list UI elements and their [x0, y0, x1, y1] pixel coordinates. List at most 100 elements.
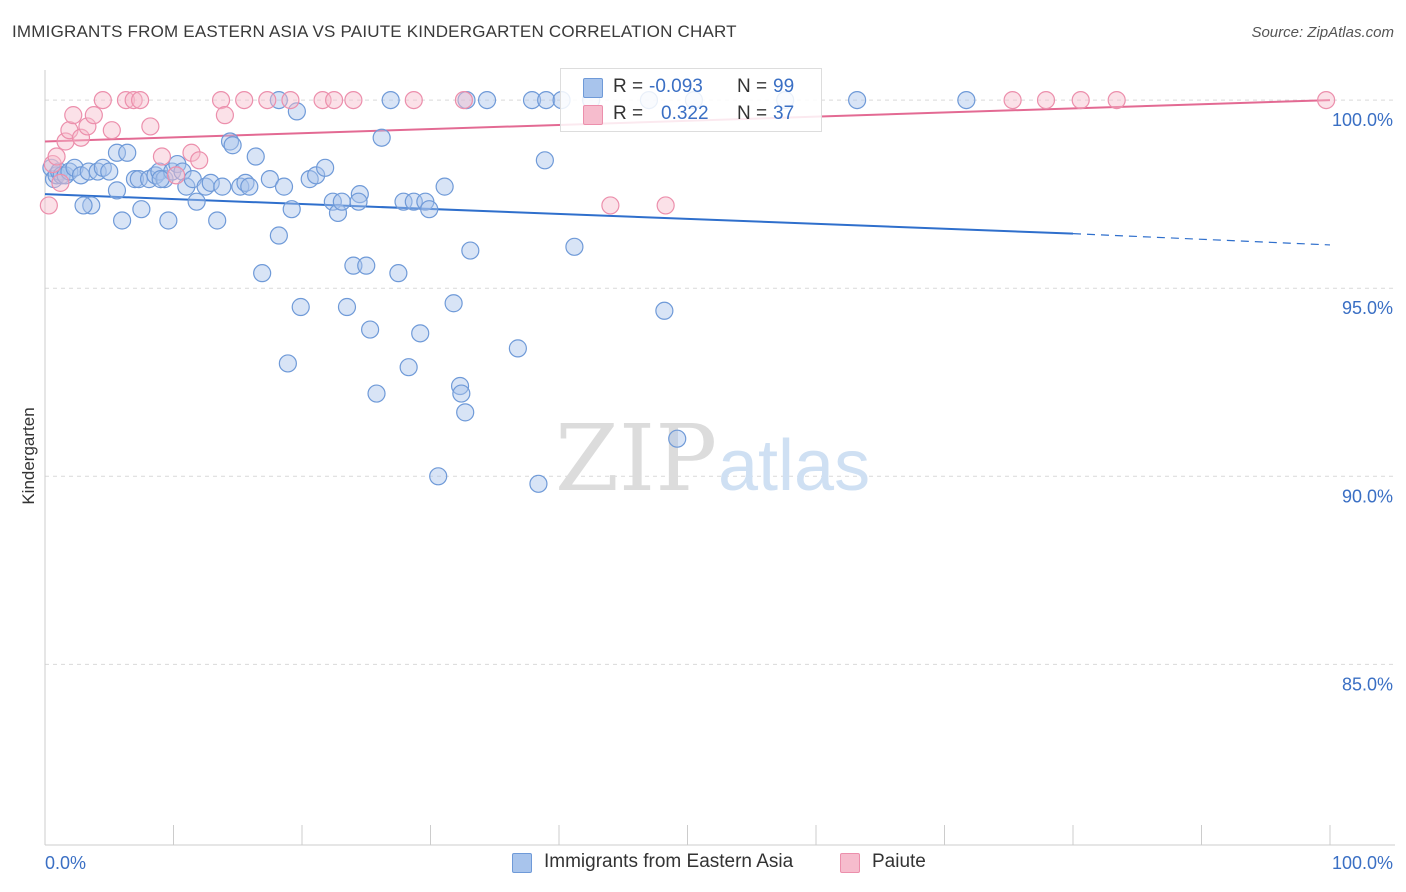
- point-eastern-asia: [508, 339, 527, 358]
- point-eastern-asia: [112, 211, 132, 230]
- legend-n-value: 37: [773, 103, 795, 124]
- point-paiute: [78, 117, 97, 136]
- point-eastern-asia: [269, 226, 288, 245]
- legend-row-series1: R = -0.093 N = 99: [561, 74, 821, 102]
- point-eastern-asia: [957, 90, 976, 110]
- point-paiute: [344, 90, 363, 110]
- legend-r-value: 0.322: [661, 103, 709, 124]
- point-eastern-asia: [477, 90, 497, 110]
- point-paiute: [116, 90, 136, 110]
- point-eastern-asia: [316, 158, 335, 177]
- point-paiute: [325, 90, 344, 110]
- point-paiute: [47, 147, 66, 166]
- point-paiute: [601, 196, 620, 215]
- point-eastern-asia: [411, 324, 430, 343]
- point-eastern-asia: [332, 192, 351, 211]
- point-eastern-asia: [344, 256, 363, 275]
- point-eastern-asia: [444, 294, 463, 313]
- x-tick-label: 100.0%: [1332, 853, 1393, 873]
- point-paiute: [454, 90, 474, 110]
- point-eastern-asia: [450, 376, 470, 396]
- point-eastern-asia: [456, 403, 475, 422]
- y-tick-labels: 100.0% 95.0% 90.0% 85.0%: [1332, 110, 1393, 694]
- point-paiute: [71, 128, 91, 147]
- legend-row-series2: R = 0.322 N = 37: [561, 101, 821, 129]
- point-eastern-asia: [107, 143, 127, 162]
- point-paiute: [1036, 90, 1056, 110]
- legend-r-value: -0.093: [649, 76, 703, 97]
- point-eastern-asia: [287, 102, 306, 121]
- point-eastern-asia: [213, 177, 232, 196]
- point-eastern-asia: [461, 241, 480, 260]
- point-paiute: [1317, 90, 1336, 110]
- point-paiute: [130, 90, 150, 110]
- chart-title: IMMIGRANTS FROM EASTERN ASIA VS PAIUTE K…: [12, 22, 737, 41]
- axes: [44, 70, 1395, 846]
- point-eastern-asia: [420, 200, 439, 219]
- source-credit: Source: ZipAtlas.com: [1251, 24, 1394, 41]
- point-paiute: [152, 147, 172, 166]
- point-eastern-asia: [159, 211, 178, 230]
- point-paiute: [235, 90, 254, 110]
- stats-legend: R = -0.093 N = 99 R = 0.322 N = 37: [560, 68, 822, 132]
- point-paiute: [182, 143, 201, 162]
- point-paiute: [64, 106, 83, 125]
- watermark: ZIP atlas: [555, 405, 870, 512]
- point-paiute: [102, 121, 121, 140]
- point-eastern-asia: [177, 177, 196, 196]
- point-eastern-asia: [367, 384, 386, 403]
- point-eastern-asia: [155, 170, 174, 189]
- point-eastern-asia: [291, 297, 310, 317]
- point-paiute: [93, 90, 112, 110]
- point-eastern-asia: [328, 203, 348, 223]
- bottom-legend-swatch-blue: [512, 853, 532, 873]
- point-eastern-asia: [201, 173, 220, 192]
- point-eastern-asia: [208, 211, 227, 230]
- point-eastern-asia: [246, 147, 265, 166]
- watermark-atlas: atlas: [718, 426, 870, 506]
- point-eastern-asia: [394, 192, 413, 211]
- point-eastern-asia: [372, 128, 391, 147]
- point-eastern-asia: [435, 177, 454, 196]
- point-paiute: [141, 117, 160, 136]
- point-eastern-asia: [274, 177, 294, 196]
- y-axis-label: Kindergarten: [19, 407, 38, 504]
- point-eastern-asia: [118, 143, 137, 162]
- point-eastern-asia: [565, 237, 584, 256]
- watermark-zip: ZIP: [555, 405, 717, 512]
- point-paiute: [1071, 90, 1090, 110]
- point-eastern-asia: [535, 151, 554, 170]
- point-eastern-asia: [151, 170, 170, 189]
- point-eastern-asia: [125, 170, 145, 189]
- point-eastern-asia: [74, 196, 93, 215]
- point-eastern-asia: [848, 90, 867, 110]
- point-paiute: [1003, 90, 1022, 110]
- legend-r-label: R =: [613, 76, 644, 97]
- point-paiute: [211, 90, 231, 110]
- point-eastern-asia: [100, 162, 119, 181]
- point-eastern-asia: [350, 185, 369, 204]
- bottom-legend-swatch-pink: [840, 853, 860, 873]
- y-tick-label: 90.0%: [1342, 486, 1393, 506]
- point-eastern-asia: [337, 297, 357, 317]
- point-eastern-asia: [655, 301, 674, 320]
- point-eastern-asia: [429, 467, 448, 486]
- point-eastern-asia: [223, 136, 242, 155]
- legend-r-label: R =: [613, 103, 644, 124]
- point-eastern-asia: [253, 264, 272, 283]
- point-eastern-asia: [452, 384, 471, 403]
- point-eastern-asia: [278, 354, 297, 373]
- point-eastern-asia: [282, 200, 301, 219]
- point-eastern-asia: [349, 192, 368, 211]
- legend-n-label: N =: [737, 103, 768, 124]
- point-paiute: [1107, 90, 1126, 110]
- point-paiute: [51, 173, 70, 192]
- trend-line-eastern-asia-extension: [1072, 233, 1331, 246]
- point-eastern-asia: [361, 320, 380, 339]
- point-paiute: [56, 132, 75, 151]
- y-tick-label: 95.0%: [1342, 298, 1393, 318]
- point-eastern-asia: [668, 429, 687, 448]
- legend-swatch-pink: [583, 105, 603, 125]
- x-tick-labels: 0.0% 100.0%: [45, 853, 1393, 873]
- point-eastern-asia: [537, 90, 556, 110]
